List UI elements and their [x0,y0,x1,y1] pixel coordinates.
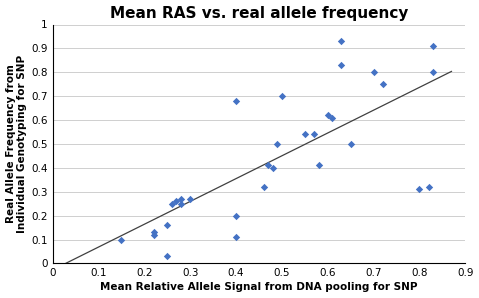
Title: Mean RAS vs. real allele frequency: Mean RAS vs. real allele frequency [110,6,408,21]
Point [324,113,331,118]
X-axis label: Mean Relative Allele Signal from DNA pooling for SNP: Mean Relative Allele Signal from DNA poo… [100,283,418,292]
Point [232,213,240,218]
Point [232,99,240,103]
Point [278,94,285,99]
Point [274,142,281,146]
Point [163,254,171,259]
Point [177,201,185,206]
Point [269,165,276,170]
Point [260,184,267,189]
Y-axis label: Real Allele Frequency from
Individual Genotyping for SNP: Real Allele Frequency from Individual Ge… [6,55,27,233]
Point [329,115,336,120]
Point [177,196,185,201]
Point [149,230,157,235]
Point [310,132,318,137]
Point [315,163,322,168]
Point [264,163,272,168]
Point [301,132,308,137]
Point [149,232,157,237]
Point [163,223,171,228]
Point [168,201,176,206]
Point [172,199,180,204]
Point [118,237,125,242]
Point [429,70,437,75]
Point [379,82,387,87]
Point [338,39,345,44]
Point [425,184,433,189]
Point [370,70,377,75]
Point [429,44,437,48]
Point [347,142,354,146]
Point [232,235,240,240]
Point [415,187,423,192]
Point [186,196,194,201]
Point [338,63,345,68]
